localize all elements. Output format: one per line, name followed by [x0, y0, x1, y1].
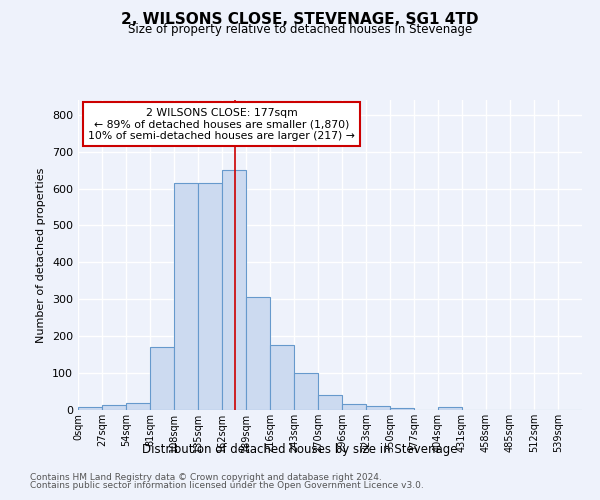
Bar — [150, 348, 174, 410]
Bar — [342, 404, 366, 410]
Bar — [78, 407, 102, 410]
Text: 2 WILSONS CLOSE: 177sqm
← 89% of detached houses are smaller (1,870)
10% of semi: 2 WILSONS CLOSE: 177sqm ← 89% of detache… — [88, 108, 355, 141]
Bar — [102, 405, 126, 410]
Bar — [126, 404, 150, 410]
Text: Size of property relative to detached houses in Stevenage: Size of property relative to detached ho… — [128, 24, 472, 36]
Bar — [390, 408, 414, 410]
Text: Distribution of detached houses by size in Stevenage: Distribution of detached houses by size … — [142, 442, 458, 456]
Y-axis label: Number of detached properties: Number of detached properties — [37, 168, 46, 342]
Bar — [318, 394, 342, 410]
Text: 2, WILSONS CLOSE, STEVENAGE, SG1 4TD: 2, WILSONS CLOSE, STEVENAGE, SG1 4TD — [121, 12, 479, 28]
Bar — [438, 407, 462, 410]
Bar — [198, 183, 222, 410]
Bar — [366, 406, 390, 410]
Bar — [174, 183, 198, 410]
Bar — [270, 346, 294, 410]
Text: Contains public sector information licensed under the Open Government Licence v3: Contains public sector information licen… — [30, 482, 424, 490]
Bar — [222, 170, 246, 410]
Bar — [294, 373, 318, 410]
Bar — [246, 298, 270, 410]
Text: Contains HM Land Registry data © Crown copyright and database right 2024.: Contains HM Land Registry data © Crown c… — [30, 472, 382, 482]
